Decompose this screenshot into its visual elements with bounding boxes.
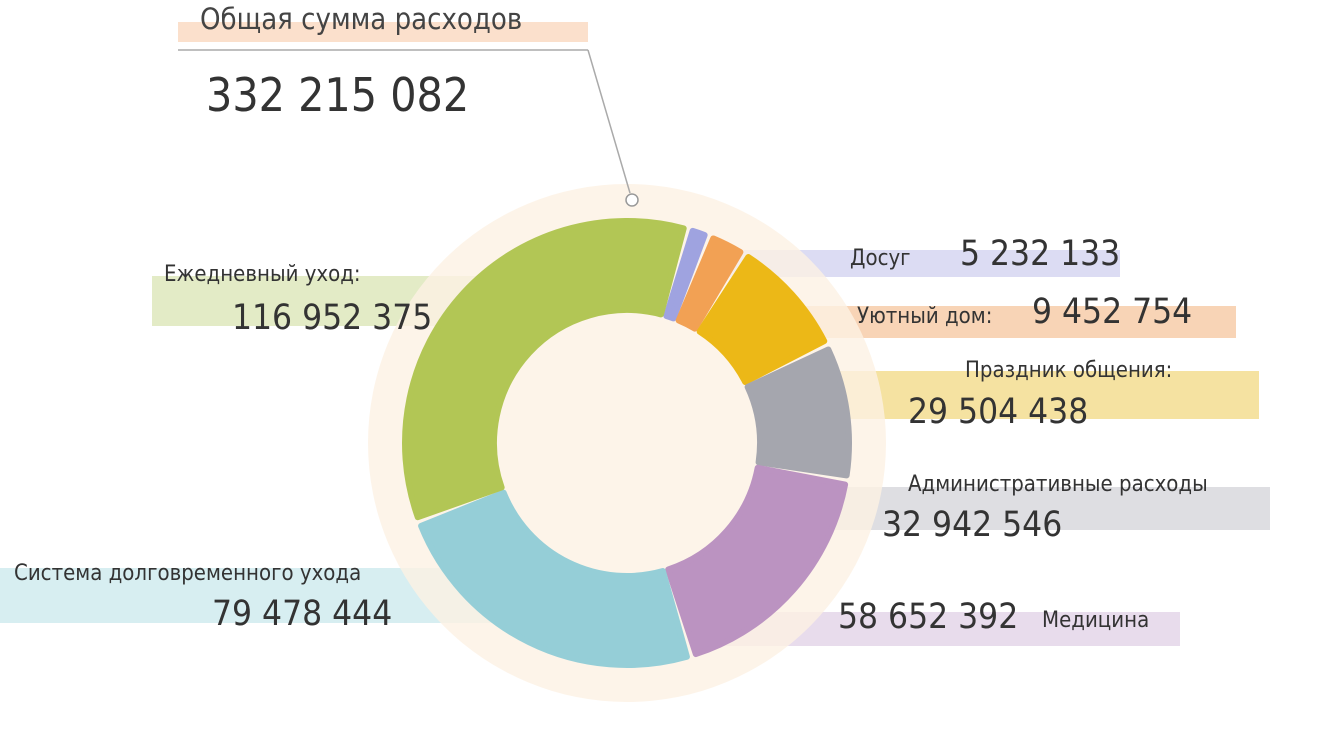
label-prazdnik: Праздник общения:	[965, 358, 1173, 383]
slice-dosug	[663, 227, 708, 322]
label-sistema: Система долговременного ухода	[14, 561, 362, 586]
value-admin: 32 942 546	[882, 505, 1063, 545]
value-ezhednevny: 116 952 375	[232, 298, 433, 338]
label-ezhednevny: Ежедневный уход:	[164, 262, 361, 287]
total-leader-line-diagonal	[587, 49, 631, 194]
value-sistema: 79 478 444	[212, 594, 393, 634]
total-leader-dot	[625, 193, 639, 207]
slice-sistema	[418, 489, 690, 668]
slice-ezhednevny	[402, 218, 687, 521]
label-uyutny-dom: Уютный дом:	[857, 304, 993, 329]
label-dosug: Досуг	[850, 246, 911, 271]
slice-prazdnik	[696, 254, 828, 385]
value-medicina: 58 652 392	[838, 597, 1019, 637]
label-medicina: Медицина	[1042, 608, 1150, 633]
value-dosug: 5 232 133	[960, 234, 1121, 274]
total-title-band	[178, 22, 588, 42]
slice-admin	[744, 346, 852, 479]
donut-slices	[402, 218, 852, 668]
value-uyutny-dom: 9 452 754	[1032, 292, 1193, 332]
total-title: Общая сумма расходов	[200, 2, 523, 36]
slice-medicina	[665, 464, 849, 658]
slice-uyutny-dom	[675, 235, 744, 332]
label-admin: Административные расходы	[908, 472, 1208, 497]
value-prazdnik: 29 504 438	[908, 392, 1089, 432]
total-value: 332 215 082	[206, 68, 470, 122]
